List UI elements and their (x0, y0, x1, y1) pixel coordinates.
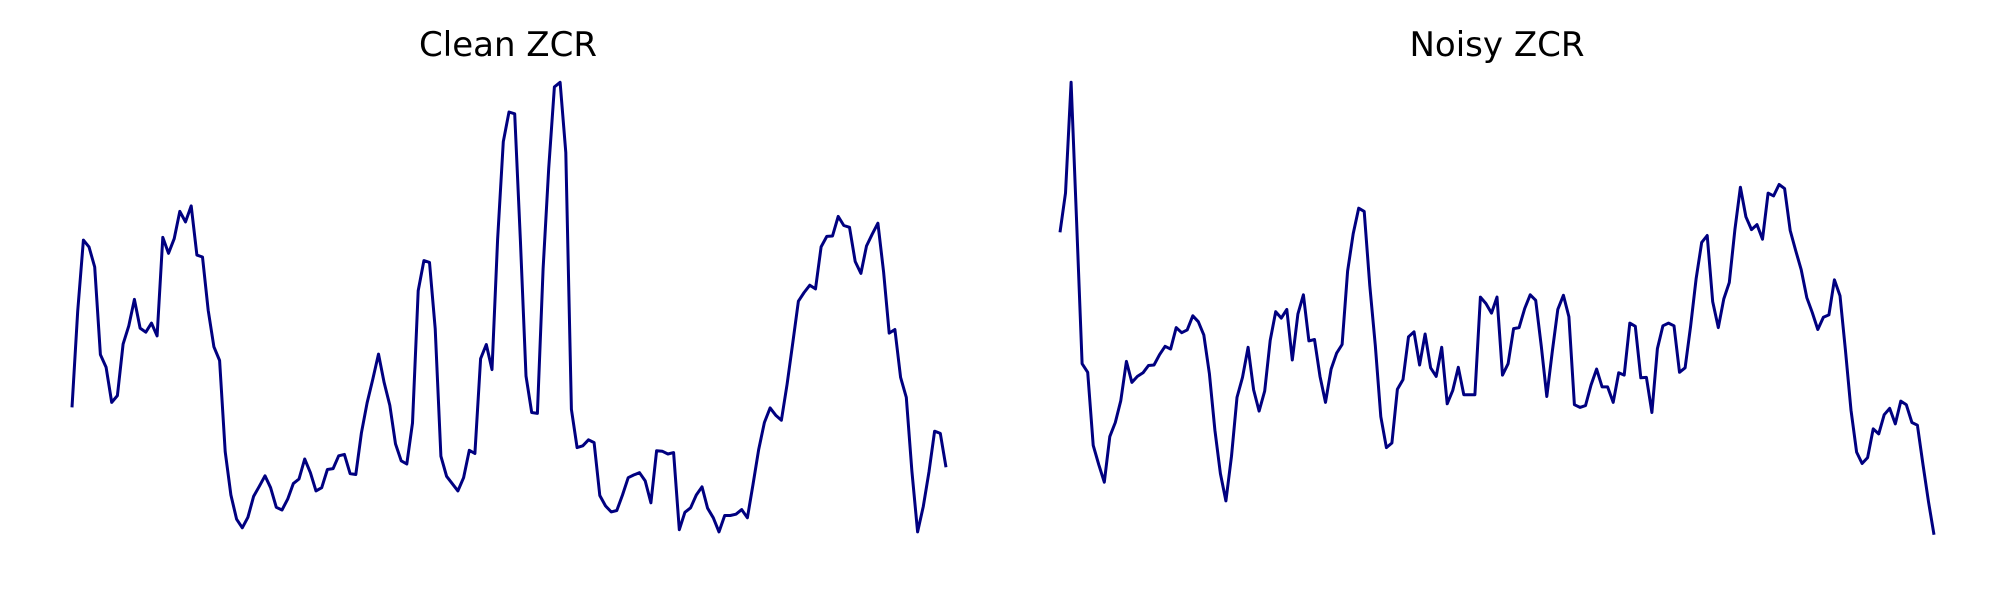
chart-clean-zcr: Clean ZCR (70, 25, 948, 534)
chart-title-noisy-zcr: Noisy ZCR (1410, 25, 1585, 65)
chart-noisy-zcr: Noisy ZCR (1058, 25, 1936, 535)
noisy-zcr-series-line (1058, 80, 1936, 535)
chart-title-clean-zcr: Clean ZCR (419, 25, 597, 65)
clean-zcr-series-line (70, 80, 948, 534)
